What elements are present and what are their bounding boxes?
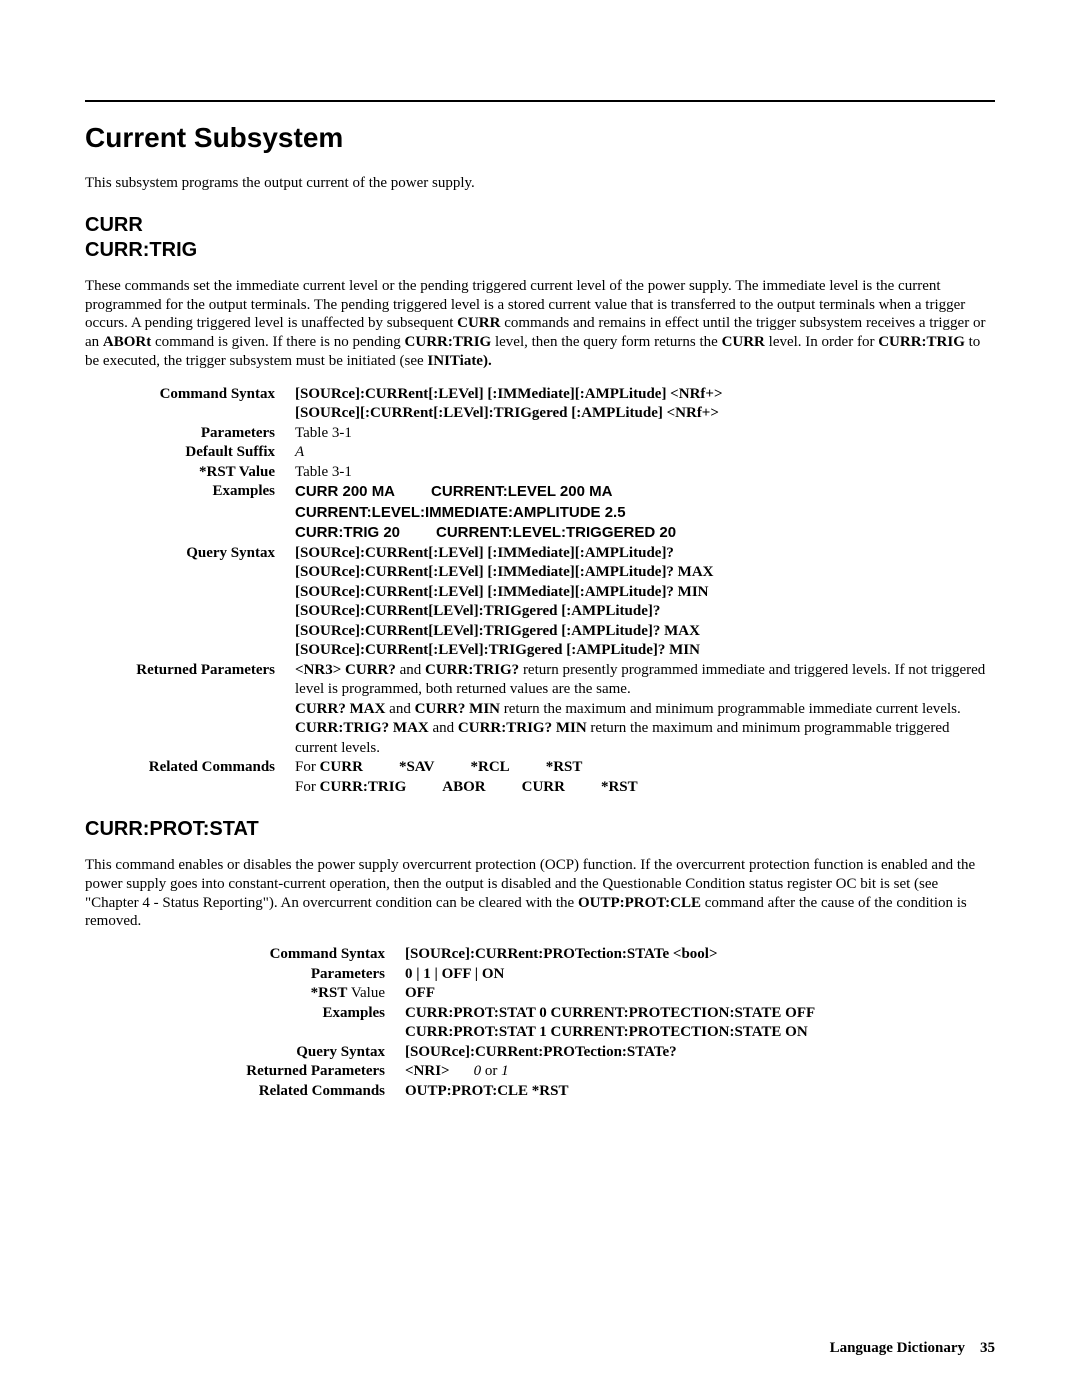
- row2-examples: Examples CURR:PROT:STAT 0 CURRENT:PROTEC…: [85, 1004, 995, 1043]
- row2-parameters: Parameters 0 | 1 | OFF | ON: [85, 965, 995, 985]
- row-returned-parameters: Returned Parameters <NR3> CURR? and CURR…: [85, 661, 995, 759]
- curr-definition-list: Command Syntax [SOURce]:CURRent[:LEVel] …: [85, 385, 995, 798]
- label-examples: Examples: [85, 482, 295, 502]
- label-rst-value: *RST Value: [85, 463, 295, 483]
- val2-parameters: 0 | 1 | OFF | ON: [405, 965, 995, 985]
- intro-paragraph: This subsystem programs the output curre…: [85, 174, 995, 193]
- label-command-syntax: Command Syntax: [85, 385, 295, 405]
- val-default-suffix: A: [295, 443, 995, 463]
- label2-related-commands: Related Commands: [85, 1082, 405, 1102]
- label2-examples: Examples: [85, 1004, 405, 1024]
- section-curr-prot-stat-heading: CURR:PROT:STAT: [85, 817, 995, 842]
- val-returned-parameters: <NR3> CURR? and CURR:TRIG? return presen…: [295, 661, 995, 759]
- top-rule: [85, 100, 995, 102]
- row-rst-value: *RST Value Table 3-1: [85, 463, 995, 483]
- label-query-syntax: Query Syntax: [85, 544, 295, 564]
- footer-label: Language Dictionary: [830, 1340, 965, 1356]
- heading-curr-trig: CURR:TRIG: [85, 238, 995, 263]
- heading-curr-prot-stat: CURR:PROT:STAT: [85, 817, 995, 842]
- row2-rst-value: *RST Value OFF: [85, 984, 995, 1004]
- curr-paragraph: These commands set the immediate current…: [85, 277, 995, 371]
- page: Current Subsystem This subsystem program…: [0, 0, 1080, 1397]
- row-query-syntax: Query Syntax [SOURce]:CURRent[:LEVel] [:…: [85, 544, 995, 661]
- label-default-suffix: Default Suffix: [85, 443, 295, 463]
- val-rst-value: Table 3-1: [295, 463, 995, 483]
- val-examples: CURR 200 MACURRENT:LEVEL 200 MA CURRENT:…: [295, 482, 995, 544]
- row-command-syntax: Command Syntax [SOURce]:CURRent[:LEVel] …: [85, 385, 995, 424]
- val2-returned-parameters: <NRI>0 or 1: [405, 1062, 995, 1082]
- section-curr-heading: CURR CURR:TRIG: [85, 213, 995, 263]
- label2-query-syntax: Query Syntax: [85, 1043, 405, 1063]
- val2-rst-value: OFF: [405, 984, 995, 1004]
- label-returned-parameters: Returned Parameters: [85, 661, 295, 681]
- label-related-commands: Related Commands: [85, 758, 295, 778]
- val-command-syntax: [SOURce]:CURRent[:LEVel] [:IMMediate][:A…: [295, 385, 995, 424]
- page-footer: Language Dictionary 35: [830, 1340, 995, 1357]
- val-parameters: Table 3-1: [295, 424, 995, 444]
- row2-query-syntax: Query Syntax [SOURce]:CURRent:PROTection…: [85, 1043, 995, 1063]
- val2-command-syntax: [SOURce]:CURRent:PROTection:STATe <bool>: [405, 945, 995, 965]
- val-related-commands: For CURR*SAV*RCL*RST For CURR:TRIGABORCU…: [295, 758, 995, 797]
- curr-prot-stat-definition-list: Command Syntax [SOURce]:CURRent:PROTecti…: [85, 945, 995, 1101]
- val2-examples: CURR:PROT:STAT 0 CURRENT:PROTECTION:STAT…: [405, 1004, 995, 1043]
- row-examples: Examples CURR 200 MACURRENT:LEVEL 200 MA…: [85, 482, 995, 544]
- page-title: Current Subsystem: [85, 122, 995, 154]
- label2-command-syntax: Command Syntax: [85, 945, 405, 965]
- footer-page-number: 35: [980, 1340, 995, 1356]
- row-parameters: Parameters Table 3-1: [85, 424, 995, 444]
- row2-returned-parameters: Returned Parameters <NRI>0 or 1: [85, 1062, 995, 1082]
- label2-rst-value: *RST Value: [85, 984, 405, 1004]
- val2-related-commands: OUTP:PROT:CLE *RST: [405, 1082, 995, 1102]
- curr-prot-stat-paragraph: This command enables or disables the pow…: [85, 856, 995, 931]
- label2-parameters: Parameters: [85, 965, 405, 985]
- row-related-commands: Related Commands For CURR*SAV*RCL*RST Fo…: [85, 758, 995, 797]
- row2-command-syntax: Command Syntax [SOURce]:CURRent:PROTecti…: [85, 945, 995, 965]
- row2-related-commands: Related Commands OUTP:PROT:CLE *RST: [85, 1082, 995, 1102]
- val-query-syntax: [SOURce]:CURRent[:LEVel] [:IMMediate][:A…: [295, 544, 995, 661]
- label-parameters: Parameters: [85, 424, 295, 444]
- heading-curr: CURR: [85, 213, 995, 238]
- val2-query-syntax: [SOURce]:CURRent:PROTection:STATe?: [405, 1043, 995, 1063]
- label2-returned-parameters: Returned Parameters: [85, 1062, 405, 1082]
- row-default-suffix: Default Suffix A: [85, 443, 995, 463]
